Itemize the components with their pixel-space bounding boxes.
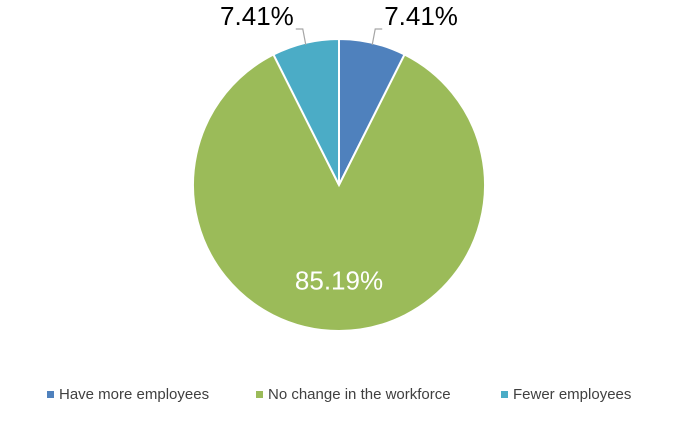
legend-label: Have more employees	[59, 386, 209, 403]
leader-line	[371, 28, 383, 45]
data-label: 7.41%	[220, 1, 294, 31]
data-label: 7.41%	[384, 1, 458, 31]
legend-label: No change in the workforce	[268, 386, 451, 403]
legend-marker	[256, 391, 263, 398]
data-label: 85.19%	[295, 266, 383, 296]
legend-label: Fewer employees	[513, 386, 631, 403]
pie-slice	[192, 53, 486, 332]
legend-marker	[501, 391, 508, 398]
leader-line	[295, 28, 307, 45]
legend-marker	[47, 391, 54, 398]
